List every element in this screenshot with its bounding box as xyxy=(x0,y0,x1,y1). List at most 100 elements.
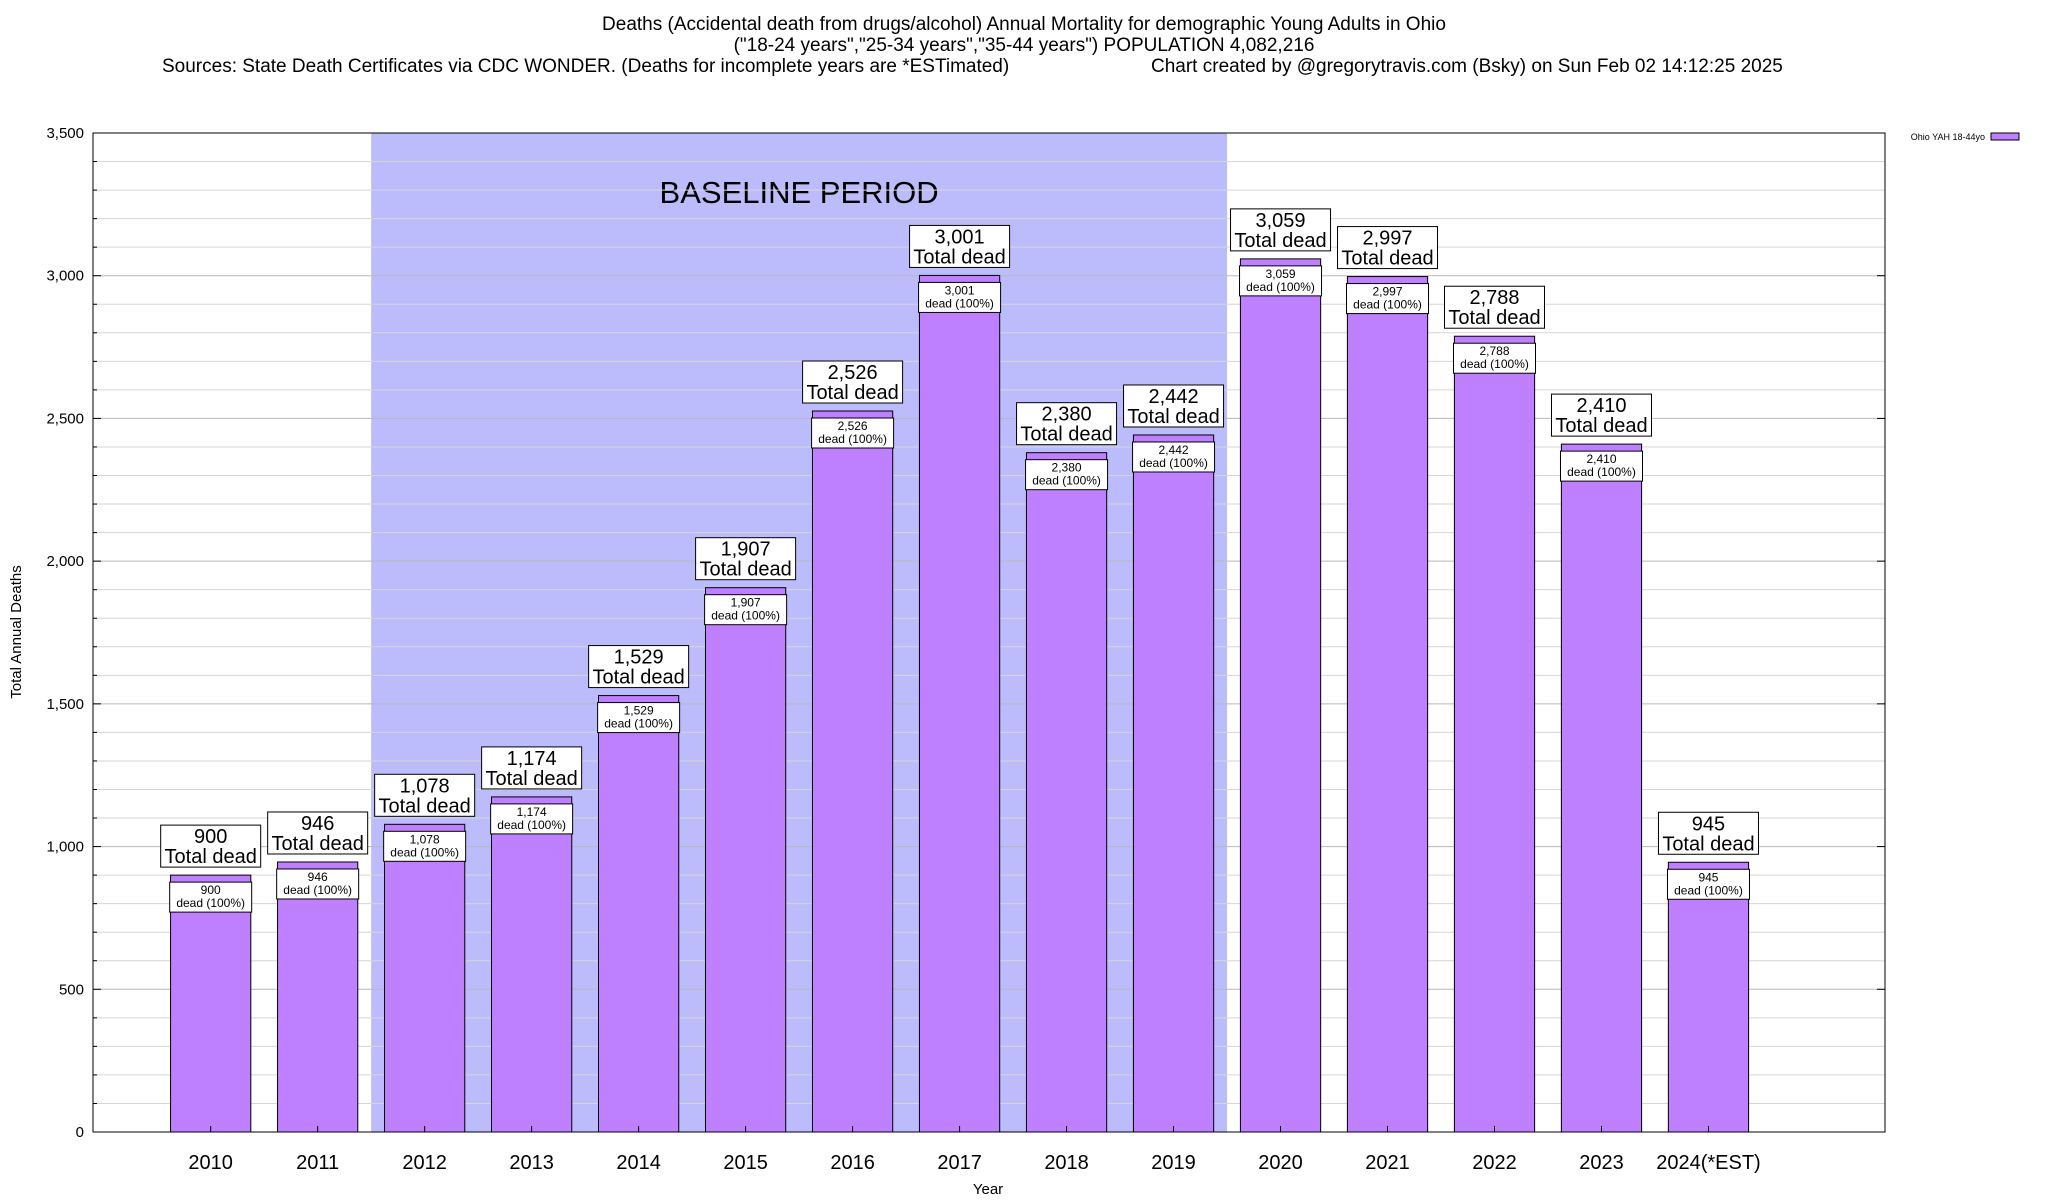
total-label-suffix: Total dead xyxy=(592,667,684,689)
total-label-suffix: Total dead xyxy=(806,382,898,404)
total-label-box xyxy=(481,746,583,790)
total-label-value: 2,997 xyxy=(1362,228,1412,250)
inner-label-suffix: dead (100%) xyxy=(1139,456,1208,470)
inner-label-value: 946 xyxy=(308,870,328,884)
inner-label-suffix: dead (100%) xyxy=(818,432,887,446)
total-label-value: 3,001 xyxy=(935,226,985,248)
x-tick-label: 2015 xyxy=(723,1152,768,1174)
legend-label: Ohio YAH 18-44yo xyxy=(1911,132,1985,142)
inner-label-box xyxy=(383,830,467,862)
total-label-suffix: Total dead xyxy=(1020,424,1112,446)
total-label-value: 2,442 xyxy=(1149,386,1199,408)
total-label-suffix: Total dead xyxy=(913,246,1005,268)
total-label-box xyxy=(374,773,476,817)
inner-label-value: 945 xyxy=(1698,870,1718,884)
inner-label-value: 900 xyxy=(201,883,221,897)
bar xyxy=(384,823,466,1133)
bar xyxy=(1239,258,1322,1133)
inner-label-suffix: dead (100%) xyxy=(604,717,673,731)
baseline-period-label: BASELINE PERIOD xyxy=(660,175,939,210)
total-label-suffix: Total dead xyxy=(1234,230,1326,252)
y-tick-label: 1,000 xyxy=(46,839,84,856)
inner-label-box xyxy=(276,868,360,900)
bar xyxy=(277,861,359,1133)
inner-label-box xyxy=(704,594,788,626)
total-label-value: 900 xyxy=(194,826,227,848)
bar xyxy=(811,410,894,1133)
inner-label-box xyxy=(1666,868,1750,900)
chart-title-line2: ("18-24 years","25-34 years","35-44 year… xyxy=(733,35,1315,56)
inner-label-box xyxy=(597,702,681,734)
total-label-box xyxy=(695,537,797,581)
total-label-box xyxy=(1016,402,1118,446)
x-tick-label: 2023 xyxy=(1579,1152,1624,1174)
inner-label-box xyxy=(1559,450,1643,482)
x-tick-label: 2011 xyxy=(296,1152,339,1174)
inner-label-box xyxy=(918,281,1002,313)
inner-label-value: 2,788 xyxy=(1479,344,1509,358)
bar xyxy=(1453,335,1536,1133)
total-label-box xyxy=(1337,226,1439,270)
x-tick-label: 2022 xyxy=(1472,1152,1517,1174)
inner-label-box xyxy=(490,803,574,835)
inner-label-value: 2,410 xyxy=(1586,452,1616,466)
total-label-value: 1,174 xyxy=(507,748,557,770)
x-tick-label: 2024(*EST) xyxy=(1656,1152,1761,1174)
total-label-suffix: Total dead xyxy=(1555,415,1647,437)
y-tick-label: 500 xyxy=(59,981,84,998)
inner-label-value: 1,907 xyxy=(731,596,761,610)
total-label-box xyxy=(1657,811,1759,855)
total-label-suffix: Total dead xyxy=(1341,248,1433,270)
bar xyxy=(170,874,252,1133)
x-tick-label: 2019 xyxy=(1151,1152,1196,1174)
inner-label-box xyxy=(1239,265,1323,297)
total-label-value: 945 xyxy=(1692,813,1725,835)
inner-label-value: 2,997 xyxy=(1373,285,1403,299)
total-label-suffix: Total dead xyxy=(165,846,257,868)
inner-label-value: 2,380 xyxy=(1052,461,1082,475)
inner-label-suffix: dead (100%) xyxy=(711,609,780,623)
x-tick-label: 2010 xyxy=(188,1152,233,1174)
axes-layer: 0 500 1,000 1,500 2,000 2,500 3,000 3,500 2010 20… xyxy=(46,125,1885,1174)
bar xyxy=(1132,434,1215,1133)
inner-label-value: 2,442 xyxy=(1159,443,1189,457)
inner-label-suffix: dead (100%) xyxy=(1567,465,1636,479)
y-tick-label: 2,000 xyxy=(46,553,84,570)
total-label-value: 1,907 xyxy=(721,539,771,561)
inner-label-suffix: dead (100%) xyxy=(390,845,459,859)
x-tick-label: 2012 xyxy=(402,1152,447,1174)
x-tick-label: 2016 xyxy=(830,1152,875,1174)
total-label-box xyxy=(160,824,262,868)
bar xyxy=(704,587,787,1133)
total-label-box xyxy=(267,811,369,855)
x-tick-label: 2017 xyxy=(937,1152,982,1174)
total-label-value: 1,529 xyxy=(614,647,664,669)
total-label-suffix: Total dead xyxy=(1127,406,1219,428)
x-tick-label: 2020 xyxy=(1258,1152,1303,1174)
inner-label-suffix: dead (100%) xyxy=(283,883,352,897)
inner-label-box xyxy=(1346,283,1430,315)
total-label-suffix: Total dead xyxy=(1662,833,1754,855)
chart-source-left: Sources: State Death Certificates via CD… xyxy=(162,56,1010,77)
y-axis-label: Total Annual Deaths xyxy=(8,565,25,698)
inner-label-box xyxy=(811,417,895,449)
